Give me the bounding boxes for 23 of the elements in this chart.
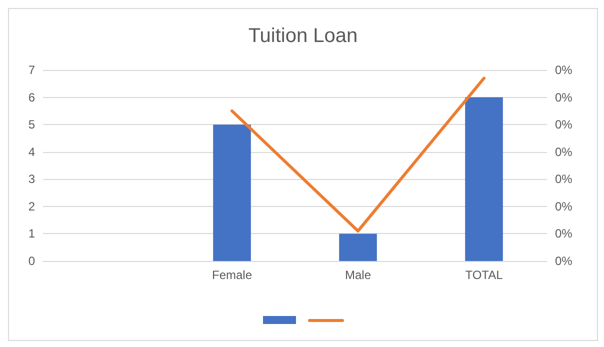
y2-tick-label: 0%: [555, 254, 573, 268]
y2-tick-label: 0%: [555, 144, 573, 159]
y-tick-label: 0: [28, 254, 36, 268]
y-tick-label: 3: [28, 172, 36, 186]
x-tick-label: TOTAL: [465, 268, 504, 282]
x-tick-label: Female: [212, 268, 252, 282]
bar: [465, 97, 503, 261]
y2-tick-label: 0%: [555, 226, 573, 241]
bar: [213, 124, 251, 261]
y2-tick-label: 0%: [555, 172, 573, 186]
x-tick-label: Male: [344, 268, 372, 282]
y2-tick-label: 0%: [555, 90, 573, 104]
y-tick-label: 6: [28, 90, 36, 104]
y2-tick-label: 0%: [555, 118, 573, 132]
chart-title: Tuition Loan: [248, 25, 358, 47]
y2-tick-label: 0%: [555, 199, 573, 214]
bar: [339, 234, 377, 261]
y-tick-label: 4: [28, 144, 36, 159]
y-tick-label: 5: [28, 118, 36, 132]
y-tick-label: 7: [28, 63, 36, 77]
y-tick-label: 2: [28, 199, 36, 214]
y-tick-label: 1: [28, 226, 36, 241]
y2-tick-label: 0%: [555, 63, 573, 77]
